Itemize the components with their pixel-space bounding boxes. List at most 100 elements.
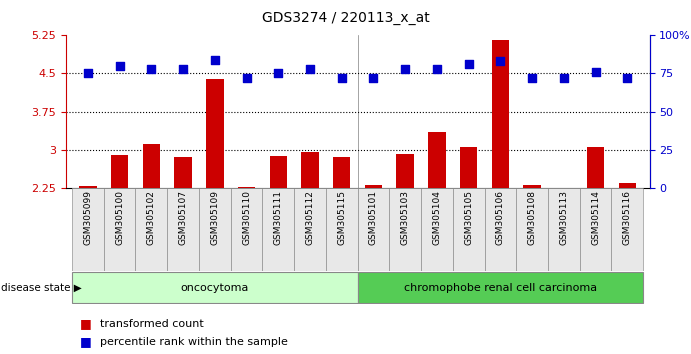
Text: GSM305106: GSM305106 [496,190,505,245]
Point [337,75,348,81]
Point [178,66,189,72]
Bar [397,154,414,188]
Bar [492,40,509,188]
Bar [263,188,294,271]
Text: GSM305111: GSM305111 [274,190,283,245]
Bar [484,188,516,271]
Point [209,57,220,63]
Bar [199,188,231,271]
Text: GSM305105: GSM305105 [464,190,473,245]
Text: GSM305104: GSM305104 [433,190,442,245]
Bar [326,188,358,271]
Text: ■: ■ [79,318,91,330]
Point [527,75,538,81]
Text: GSM305101: GSM305101 [369,190,378,245]
Text: GSM305112: GSM305112 [305,190,314,245]
Point [82,71,93,76]
Point [590,69,601,75]
Bar [263,188,294,271]
Bar [231,188,263,271]
Bar [167,188,199,271]
Bar [358,273,643,303]
Bar [453,188,484,271]
Text: GSM305116: GSM305116 [623,190,632,245]
Bar [167,188,199,271]
Point [114,63,125,69]
Bar [72,188,104,271]
Bar [421,188,453,271]
Bar [612,188,643,271]
Bar [142,144,160,188]
Text: GDS3274 / 220113_x_at: GDS3274 / 220113_x_at [262,11,429,25]
Bar [199,188,231,271]
Bar [333,157,350,188]
Point [622,75,633,81]
Bar [484,188,516,271]
Point [368,75,379,81]
Text: GSM305110: GSM305110 [242,190,251,245]
Bar [428,132,446,188]
Point [399,66,410,72]
Bar [516,188,548,271]
Text: GSM305113: GSM305113 [559,190,569,245]
Text: transformed count: transformed count [100,319,204,329]
Bar [555,188,573,189]
Bar [548,188,580,271]
Bar [135,188,167,271]
Point [495,58,506,64]
Text: ■: ■ [79,335,91,348]
Bar [104,188,135,271]
Bar [238,187,255,188]
Text: GSM305103: GSM305103 [401,190,410,245]
Bar [174,157,192,188]
Point [558,75,569,81]
Bar [294,188,326,271]
Bar [135,188,167,271]
Text: GSM305115: GSM305115 [337,190,346,245]
Bar [294,188,326,271]
Bar [104,188,135,271]
Bar [548,188,580,271]
Text: oncocytoma: oncocytoma [180,282,249,293]
Text: GSM305107: GSM305107 [178,190,187,245]
Bar [79,186,97,188]
Point [431,66,442,72]
Point [273,71,284,76]
Bar [460,147,477,188]
Bar [326,188,358,271]
Bar [612,188,643,271]
Bar [358,188,389,271]
Bar [301,152,319,188]
Text: GSM305100: GSM305100 [115,190,124,245]
Point [146,66,157,72]
Bar [72,273,358,303]
Point [305,66,316,72]
Bar [358,188,389,271]
Bar [618,183,636,188]
Text: GSM305108: GSM305108 [528,190,537,245]
Text: GSM305099: GSM305099 [84,190,93,245]
Bar [453,188,484,271]
Bar [365,185,382,188]
Text: GSM305109: GSM305109 [210,190,219,245]
Text: chromophobe renal cell carcinoma: chromophobe renal cell carcinoma [404,282,597,293]
Point [241,75,252,81]
Bar [587,147,605,188]
Bar [389,188,421,271]
Bar [269,156,287,188]
Bar [523,185,541,188]
Bar [580,188,612,271]
Bar [421,188,453,271]
Bar [580,188,612,271]
Bar [111,155,129,188]
Bar [389,188,421,271]
Text: percentile rank within the sample: percentile rank within the sample [100,337,288,347]
Bar [516,188,548,271]
Bar [231,188,263,271]
Text: GSM305114: GSM305114 [591,190,600,245]
Bar [206,79,223,188]
Point [463,62,474,67]
Text: GSM305102: GSM305102 [146,190,156,245]
Text: disease state ▶: disease state ▶ [1,282,82,293]
Bar [72,188,104,271]
